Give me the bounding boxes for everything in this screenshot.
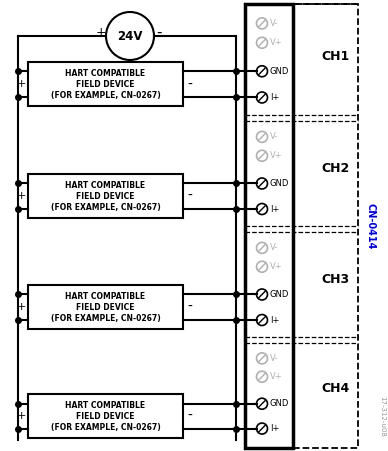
Text: +: + bbox=[16, 79, 26, 89]
Text: GND: GND bbox=[270, 399, 289, 408]
Text: +: + bbox=[96, 26, 106, 38]
Text: FIELD DEVICE: FIELD DEVICE bbox=[76, 192, 135, 201]
Bar bbox=[245, 4, 293, 448]
Text: HART COMPATIBLE: HART COMPATIBLE bbox=[66, 400, 146, 410]
Text: FIELD DEVICE: FIELD DEVICE bbox=[76, 412, 135, 421]
Text: V-: V- bbox=[270, 354, 278, 363]
Text: V+: V+ bbox=[270, 38, 282, 47]
Bar bbox=[28, 285, 183, 329]
Text: -: - bbox=[156, 24, 162, 40]
Bar bbox=[28, 62, 183, 106]
Text: (FOR EXAMPLE, CN-0267): (FOR EXAMPLE, CN-0267) bbox=[50, 423, 160, 432]
Text: V-: V- bbox=[270, 244, 278, 253]
Text: V+: V+ bbox=[270, 151, 282, 160]
Text: I+: I+ bbox=[270, 93, 279, 102]
Text: I+: I+ bbox=[270, 316, 279, 325]
Text: GND: GND bbox=[270, 179, 289, 188]
Text: 24V: 24V bbox=[117, 29, 143, 42]
Text: -: - bbox=[187, 409, 192, 423]
Text: HART COMPATIBLE: HART COMPATIBLE bbox=[66, 181, 146, 190]
Text: -: - bbox=[187, 300, 192, 314]
Text: +: + bbox=[16, 411, 26, 421]
Text: V-: V- bbox=[270, 133, 278, 141]
Text: (FOR EXAMPLE, CN-0267): (FOR EXAMPLE, CN-0267) bbox=[50, 203, 160, 212]
Text: -: - bbox=[187, 189, 192, 203]
Text: (FOR EXAMPLE, CN-0267): (FOR EXAMPLE, CN-0267) bbox=[50, 314, 160, 323]
Text: V+: V+ bbox=[270, 372, 282, 381]
Text: +: + bbox=[16, 302, 26, 312]
Text: HART COMPATIBLE: HART COMPATIBLE bbox=[66, 292, 146, 301]
Text: V-: V- bbox=[270, 19, 278, 28]
Text: +: + bbox=[16, 191, 26, 201]
Bar bbox=[28, 394, 183, 438]
Text: GND: GND bbox=[270, 290, 289, 299]
Text: CH3: CH3 bbox=[321, 273, 349, 286]
Text: CH1: CH1 bbox=[321, 50, 349, 63]
Bar bbox=[28, 174, 183, 218]
Text: I+: I+ bbox=[270, 204, 279, 213]
Bar bbox=[293, 4, 358, 448]
Text: V+: V+ bbox=[270, 262, 282, 271]
Text: 17-312-u08: 17-312-u08 bbox=[379, 396, 385, 437]
Text: CH4: CH4 bbox=[321, 382, 349, 396]
Text: HART COMPATIBLE: HART COMPATIBLE bbox=[66, 69, 146, 78]
Text: (FOR EXAMPLE, CN-0267): (FOR EXAMPLE, CN-0267) bbox=[50, 91, 160, 100]
Text: FIELD DEVICE: FIELD DEVICE bbox=[76, 303, 135, 312]
Text: CN-0414: CN-0414 bbox=[366, 203, 376, 249]
Text: FIELD DEVICE: FIELD DEVICE bbox=[76, 80, 135, 89]
Text: I+: I+ bbox=[270, 424, 279, 433]
Text: -: - bbox=[187, 78, 192, 92]
Text: GND: GND bbox=[270, 67, 289, 76]
Text: CH2: CH2 bbox=[321, 162, 349, 175]
